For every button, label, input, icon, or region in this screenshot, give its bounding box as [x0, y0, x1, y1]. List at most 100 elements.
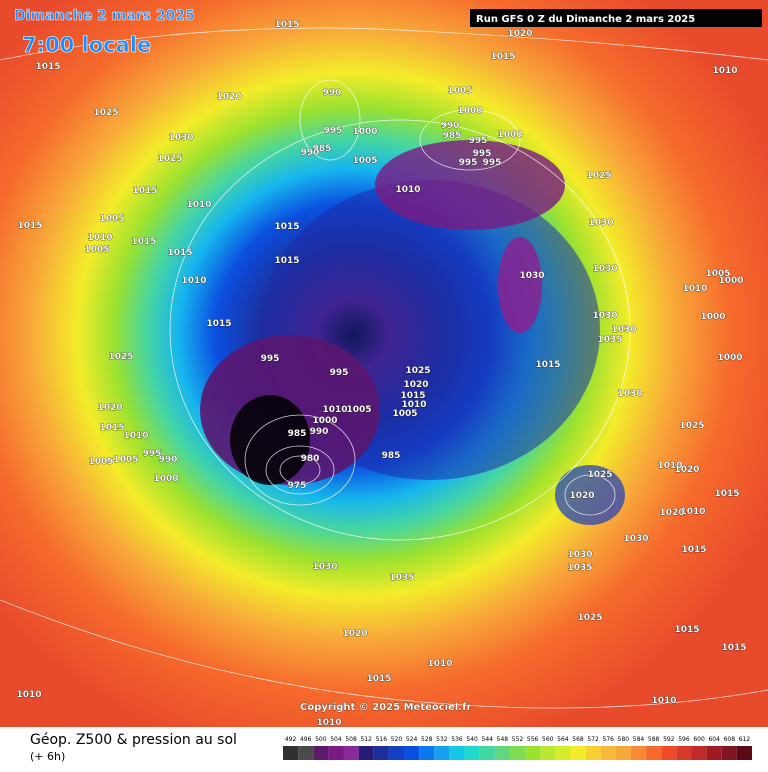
scale-swatch — [630, 746, 647, 760]
isobar-label: 995 — [330, 368, 349, 378]
isobar-label: 1030 — [588, 218, 613, 228]
scale-tick-label: 596 — [678, 736, 690, 743]
scale-tick-label: 536 — [451, 736, 463, 743]
scale-tick-label: 612 — [739, 736, 751, 743]
scale-swatch — [404, 746, 420, 760]
isobar-label: 1010 — [657, 461, 682, 471]
isobar-label: 985 — [313, 144, 332, 154]
scale-swatch — [283, 746, 299, 760]
scale-swatch — [706, 746, 722, 760]
isobar-label: 1010 — [322, 405, 347, 415]
isobar-label: 1015 — [35, 62, 60, 72]
scale-tick-label: 492 — [285, 736, 297, 743]
isobar-label: 1030 — [567, 550, 592, 560]
isobar-label: 1025 — [157, 154, 182, 164]
scale-swatch — [328, 746, 344, 760]
isobar-label: 1020 — [659, 508, 684, 518]
isobar-label: 1005 — [346, 405, 371, 415]
scale-swatch — [419, 746, 435, 760]
run-box — [470, 9, 762, 27]
isobar-label: 1010 — [181, 276, 206, 286]
isobar-label: 990 — [310, 427, 329, 437]
isobar-label: 1015 — [274, 256, 299, 266]
isobar-label: 1010 — [123, 431, 148, 441]
scale-tick-label: 544 — [482, 736, 494, 743]
isobar-label: 1025 — [679, 421, 704, 431]
scale-tick-label: 568 — [572, 736, 584, 743]
low-area — [498, 237, 542, 333]
isobar-label: 1020 — [342, 629, 367, 639]
scale-swatch — [525, 746, 541, 760]
isobar-label: 1020 — [216, 92, 241, 102]
scale-swatch — [721, 746, 737, 760]
isobar-label: 1030 — [617, 389, 642, 399]
scale-tick-label: 508 — [345, 736, 357, 743]
isobar-label: 1000 — [717, 353, 742, 363]
scale-tick-label: 552 — [512, 736, 524, 743]
date: Dimanche 2 mars 2025 — [14, 8, 195, 24]
isobar-label: 1025 — [93, 108, 118, 118]
isobar-label: 1010 — [16, 690, 41, 700]
isobar-label: 990 — [159, 455, 178, 465]
isobar-label: 1000 — [718, 276, 743, 286]
scale-swatch — [509, 746, 526, 760]
scale-swatch — [540, 746, 556, 760]
scale-tick-label: 592 — [663, 736, 675, 743]
scale-swatch — [449, 746, 465, 760]
scale-swatch — [343, 746, 359, 760]
isobar-label: 1030 — [312, 562, 337, 572]
scale-tick-label: 576 — [603, 736, 615, 743]
isobar-label: 1015 — [99, 423, 124, 433]
isobar-label: 990 — [323, 88, 342, 98]
isobar-label: 1005 — [705, 269, 730, 279]
low-area — [555, 465, 625, 525]
isobar-label: 995 — [324, 126, 343, 136]
scale-tick-label: 520 — [391, 736, 403, 743]
isobar-label: 985 — [443, 131, 462, 141]
scale-tick-label: 604 — [708, 736, 720, 743]
isobar-label: 1020 — [507, 29, 532, 39]
isobar-label: 1030 — [623, 534, 648, 544]
scale-swatch — [313, 746, 329, 760]
scale-tick-label: 540 — [466, 736, 478, 743]
isobar-label: 1020 — [569, 491, 594, 501]
isobar-label: 1010 — [87, 233, 112, 243]
isobar-label: 1010 — [427, 659, 452, 669]
scale-tick-label: 556 — [527, 736, 539, 743]
scale-tick-label: 516 — [376, 736, 388, 743]
scale-tick-label: 512 — [360, 736, 372, 743]
isobar-label: 1015 — [274, 222, 299, 232]
isobar-label: 985 — [382, 451, 401, 461]
isobar-label: 1030 — [592, 264, 617, 274]
isobar-label: 1015 — [490, 52, 515, 62]
scale-tick-label: 496 — [300, 736, 312, 743]
scale-swatch — [555, 746, 571, 760]
isobar-label: 1005 — [447, 86, 472, 96]
scale-swatch — [434, 746, 450, 760]
legend-subtitle: (+ 6h) — [30, 750, 65, 763]
isobar-label: 1025 — [108, 352, 133, 362]
isobar-label: 1010 — [680, 507, 705, 517]
scale-swatch — [676, 746, 692, 760]
isobar-label: 1035 — [389, 573, 414, 583]
isobar-label: 1030 — [592, 311, 617, 321]
scale-tick-label: 588 — [648, 736, 660, 743]
isobar-label: 1000 — [497, 130, 522, 140]
scale-swatch — [691, 746, 707, 760]
isobar-label: 980 — [301, 454, 320, 464]
isobar-label: 1015 — [274, 20, 299, 30]
scale-swatch — [661, 746, 677, 760]
isobar-label: 985 — [288, 429, 307, 439]
isobar-label: 1005 — [392, 409, 417, 419]
isobar-label: 1015 — [681, 545, 706, 555]
time: 7:00 locale — [22, 33, 151, 57]
low-area — [375, 140, 565, 230]
scale-tick-label: 584 — [633, 736, 645, 743]
scale-swatch — [585, 746, 601, 760]
isobar-label: 1000 — [700, 312, 725, 322]
isobar-label: 1025 — [577, 613, 602, 623]
isobar-label: 995 — [473, 149, 492, 159]
isobar-label: 995 — [143, 449, 162, 459]
copyright: Copyright © 2025 Meteociel.fr — [300, 702, 471, 713]
scale-swatch — [298, 746, 314, 760]
